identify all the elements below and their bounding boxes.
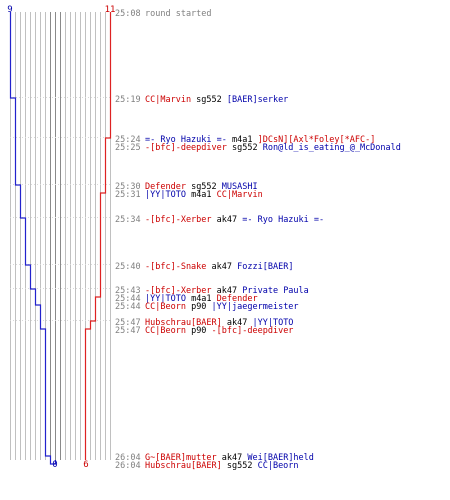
- weapon-name: ak47: [217, 453, 248, 463]
- player-name: G~[BAER]mutter: [145, 453, 217, 463]
- player-name: |YY|TOTO: [145, 294, 186, 304]
- event-timestamp: 25:19: [115, 95, 141, 105]
- player-name: -[bfc]-deepdiver: [145, 143, 227, 153]
- event-text: Defender sg552 MUSASHI: [145, 182, 258, 192]
- player-name: CC|Beorn: [145, 302, 186, 312]
- event-text: =- Ryo Hazuki =- m4a1 ]DCsN][Axl*Foley[*…: [145, 135, 375, 145]
- event-text: |YY|TOTO m4a1 Defender: [145, 294, 258, 304]
- event-text: -[bfc]-deepdiver sg552 Ron@ld_is_eating_…: [145, 143, 401, 153]
- event-text: CC|Beorn p90 -[bfc]-deepdiver: [145, 326, 293, 336]
- player-name: -[bfc]-deepdiver: [212, 326, 294, 336]
- weapon-name: ak47: [206, 262, 237, 272]
- weapon-name: sg552: [222, 461, 258, 471]
- player-name: [BAER]serker: [227, 95, 288, 105]
- player-name: Hubschrau[BAER]: [145, 318, 222, 328]
- player-grid: [10, 12, 111, 460]
- weapon-name: ak47: [222, 318, 253, 328]
- player-name: -[bfc]-Snake: [145, 262, 206, 272]
- event-timestamp: 25:40: [115, 262, 141, 272]
- weapon-name: m4a1: [186, 190, 217, 200]
- event-text: round started: [145, 9, 212, 19]
- player-name: Ron@ld_is_eating_@_McDonald: [263, 143, 401, 153]
- event-timestamp: 25:31: [115, 190, 141, 200]
- event-timestamp: 25:47: [115, 318, 141, 328]
- player-name: =- Ryo Hazuki =-: [242, 215, 324, 225]
- event-text: Hubschrau[BAER] ak47 |YY|TOTO: [145, 318, 293, 328]
- player-name: MUSASHI: [222, 182, 258, 192]
- event-timestamp: 25:25: [115, 143, 141, 153]
- blue-team-line: [9, 12, 57, 465]
- player-name: Fozzi[BAER]: [237, 262, 293, 272]
- event-text: CC|Marvin sg552 [BAER]serker: [145, 95, 288, 105]
- weapon-name: p90: [186, 326, 212, 336]
- player-count-lines: [9, 12, 112, 465]
- player-name: Defender: [217, 294, 258, 304]
- player-name: Private Paula: [242, 286, 309, 296]
- event-text: -[bfc]-Snake ak47 Fozzi[BAER]: [145, 262, 293, 272]
- player-name: ]DCsN][Axl*Foley[*AFC-]: [258, 135, 376, 145]
- weapon-name: sg552: [191, 95, 227, 105]
- event-text: CC|Beorn p90 |YY|jaegermeister: [145, 302, 299, 312]
- player-name: CC|Marvin: [145, 95, 191, 105]
- event-timestamp: 25:24: [115, 135, 141, 145]
- player-name: Wei[BAER]held: [247, 453, 314, 463]
- red-team-end-count: 6: [83, 460, 88, 470]
- weapon-name: ak47: [212, 215, 243, 225]
- player-name: CC|Beorn: [258, 461, 299, 471]
- event-timestamp: 26:04: [115, 453, 141, 463]
- event-text: G~[BAER]mutter ak47 Wei[BAER]held: [145, 453, 314, 463]
- player-name: -[bfc]-Xerber: [145, 286, 212, 296]
- event-timestamp: 26:04: [115, 461, 141, 471]
- player-name: Hubschrau[BAER]: [145, 461, 222, 471]
- event-timestamp: 25:47: [115, 326, 141, 336]
- event-timestamp: 25:30: [115, 182, 141, 192]
- event-timestamp: 25:44: [115, 294, 141, 304]
- weapon-name: p90: [186, 302, 212, 312]
- player-name: round started: [145, 9, 212, 19]
- player-name: =- Ryo Hazuki =-: [145, 135, 227, 145]
- player-name: CC|Beorn: [145, 326, 186, 336]
- player-name: |YY|jaegermeister: [212, 302, 299, 312]
- event-timestamp: 25:34: [115, 215, 141, 225]
- event-text: -[bfc]-Xerber ak47 Private Paula: [145, 286, 309, 296]
- weapon-name: m4a1: [227, 135, 258, 145]
- event-timestamp: 25:43: [115, 286, 141, 296]
- weapon-name: m4a1: [186, 294, 217, 304]
- player-name: |YY|TOTO: [145, 190, 186, 200]
- player-name: |YY|TOTO: [252, 318, 293, 328]
- weapon-name: ak47: [212, 286, 243, 296]
- event-timestamp: 25:44: [115, 302, 141, 312]
- red-team-start-count: 11: [105, 5, 116, 15]
- player-name: -[bfc]-Xerber: [145, 215, 212, 225]
- player-name: Defender: [145, 182, 186, 192]
- event-text: Hubschrau[BAER] sg552 CC|Beorn: [145, 461, 299, 471]
- blue-team-end-count: 0: [52, 460, 57, 470]
- red-team-line: [84, 12, 112, 460]
- event-timestamp: 25:08: [115, 9, 141, 19]
- blue-team-start-count: 9: [7, 5, 12, 15]
- event-text: |YY|TOTO m4a1 CC|Marvin: [145, 190, 263, 200]
- player-name: CC|Marvin: [217, 190, 263, 200]
- event-text: -[bfc]-Xerber ak47 =- Ryo Hazuki =-: [145, 215, 324, 225]
- weapon-name: sg552: [186, 182, 222, 192]
- weapon-name: sg552: [227, 143, 263, 153]
- kill-log: 25:08 round started 25:19 CC|Marvin sg552 […: [115, 9, 401, 471]
